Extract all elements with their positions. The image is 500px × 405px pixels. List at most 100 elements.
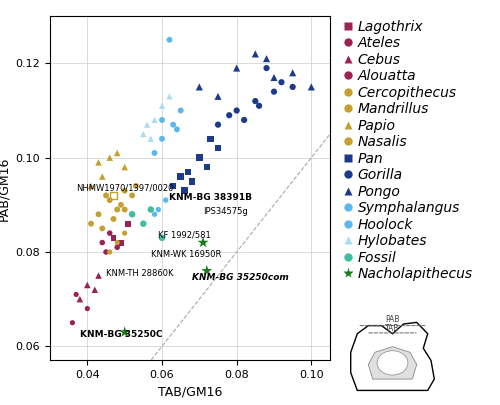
Point [117,239,125,246]
Point [147,136,155,142]
Point [225,112,233,119]
Point [76,296,84,303]
Point [102,249,110,255]
Point [94,211,102,217]
Point [262,55,270,62]
Point [184,168,192,175]
Point [214,93,222,100]
Point [113,206,121,213]
Point [128,192,136,198]
Point [180,188,188,194]
Point [94,272,102,279]
Point [232,107,240,114]
Point [158,136,166,142]
Point [106,154,114,161]
Point [308,84,316,90]
Legend: Lagothrix, Ateles, Cebus, Alouatta, Cercopithecus, Mandrillus, Papio, Nasalis, P: Lagothrix, Ateles, Cebus, Alouatta, Cerc… [342,20,473,281]
Text: KNM-TH 28860K: KNM-TH 28860K [106,269,174,277]
Point [113,239,121,246]
Text: IPS34575g: IPS34575g [203,207,248,216]
Point [150,150,158,156]
Point [87,183,95,189]
Point [158,117,166,123]
Point [169,122,177,128]
Point [110,216,118,222]
Point [255,102,263,109]
Point [196,84,203,90]
Text: KNM-BG 38391B: KNM-BG 38391B [170,193,252,202]
Point [158,102,166,109]
Point [270,74,278,81]
Text: KNM-WK 16950R: KNM-WK 16950R [151,250,221,259]
Point [166,93,173,100]
Point [199,239,207,246]
Point [120,206,128,213]
Point [98,173,106,180]
Point [120,329,128,335]
Point [232,65,240,71]
Point [106,230,114,237]
Point [120,230,128,237]
Text: KF 1992/581: KF 1992/581 [158,231,211,240]
Point [120,164,128,171]
Point [84,305,92,312]
Point [252,51,260,57]
Point [140,220,147,227]
Point [262,65,270,71]
Point [169,183,177,189]
Point [110,234,118,241]
Point [84,282,92,288]
Point [94,159,102,166]
Point [117,202,125,208]
Point [240,117,248,123]
Point [176,173,184,180]
Point [143,122,151,128]
Text: KNM-BG 35250C: KNM-BG 35250C [80,330,162,339]
Text: PAB: PAB [385,315,400,324]
Point [124,220,132,227]
Point [110,192,118,198]
Point [98,239,106,246]
Point [150,117,158,123]
Polygon shape [368,347,416,379]
Point [288,84,296,90]
Point [214,122,222,128]
Point [196,154,203,161]
Point [132,183,140,189]
Ellipse shape [377,351,408,375]
Point [147,206,155,213]
Point [188,178,196,185]
Point [106,197,114,203]
Point [270,88,278,95]
Point [203,164,211,171]
Point [113,150,121,156]
Point [288,70,296,76]
Point [162,197,170,203]
Text: TAB: TAB [386,324,400,333]
Point [106,249,114,255]
Point [278,79,285,85]
Point [150,211,158,217]
Point [252,98,260,104]
Point [128,211,136,217]
Point [113,244,121,251]
Text: NHMW1970/1397/0020: NHMW1970/1397/0020 [76,184,174,193]
Point [120,188,128,194]
Point [173,126,181,132]
Point [206,136,214,142]
Point [176,107,184,114]
Point [154,206,162,213]
Point [140,131,147,137]
Point [87,220,95,227]
Text: KNM-BG 35250com: KNM-BG 35250com [192,273,288,282]
Point [102,192,110,198]
Point [214,145,222,151]
X-axis label: TAB/GM16: TAB/GM16 [158,386,222,399]
Point [98,225,106,232]
Point [166,36,173,43]
Point [68,320,76,326]
Point [203,268,211,274]
Point [72,291,80,298]
Y-axis label: PAB/GM16: PAB/GM16 [0,156,10,220]
Point [158,234,166,241]
